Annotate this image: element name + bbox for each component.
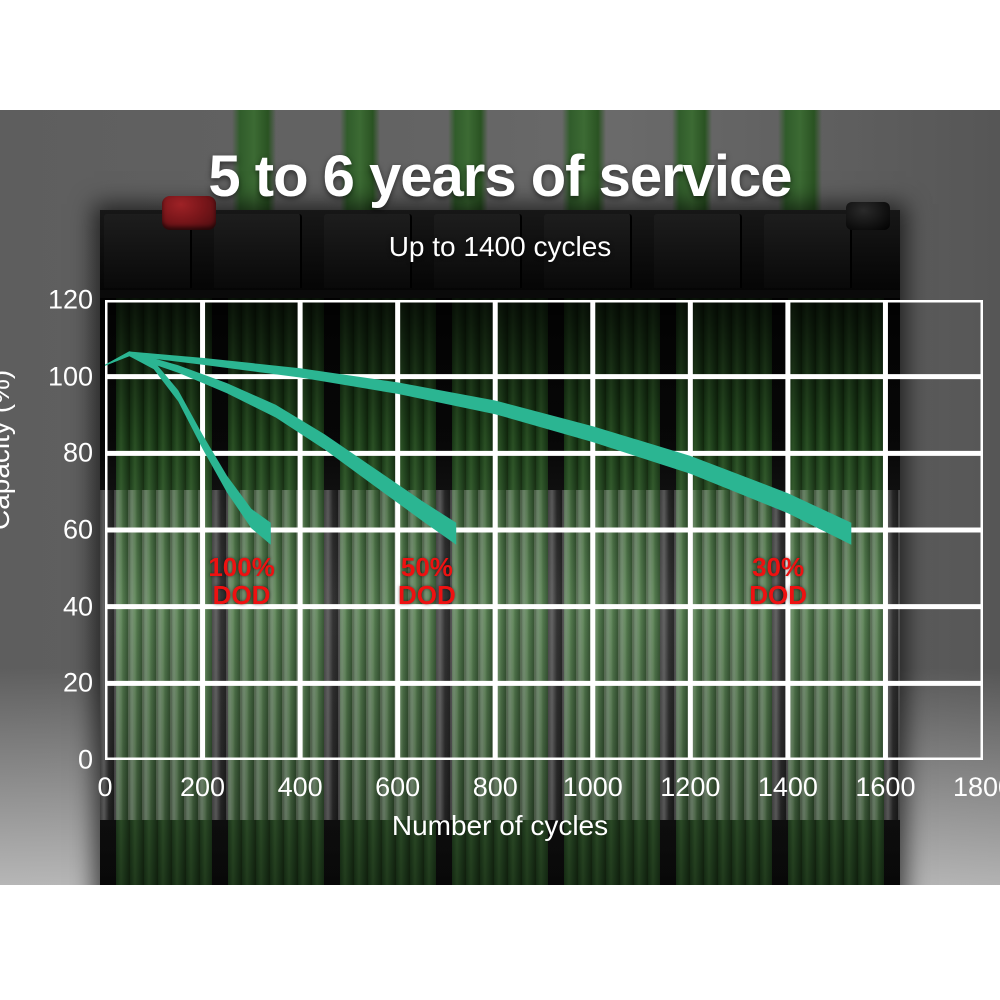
- chart-gridlines: [105, 300, 983, 760]
- y-axis-tick: 100: [47, 361, 93, 392]
- battery-lid-cell: [434, 214, 522, 288]
- y-axis-tick: 120: [47, 284, 93, 315]
- dod-annotation: 100% DOD: [208, 554, 275, 609]
- x-axis-tick: 1400: [757, 772, 818, 802]
- x-axis-tick: 0: [97, 772, 113, 802]
- y-axis-tick: 40: [62, 591, 93, 622]
- battery-negative-terminal: [846, 202, 890, 230]
- x-axis-tick: 1000: [562, 772, 623, 802]
- y-axis-tick: 0: [77, 744, 93, 775]
- capacity-curve: [105, 351, 271, 545]
- page-subtitle: Up to 1400 cycles: [388, 231, 612, 262]
- y-axis-tick: 80: [62, 437, 93, 468]
- dod-text: DOD: [398, 579, 456, 610]
- dod-percent: 30%: [752, 552, 805, 583]
- dod-annotation: 30% DOD: [749, 554, 807, 609]
- x-axis-tick: 1800: [952, 772, 1000, 802]
- battery-fin-texture: [100, 490, 900, 820]
- x-axis-label: Number of cycles: [391, 810, 609, 841]
- x-axis-tick: 400: [277, 772, 323, 802]
- capacity-curve: [105, 351, 457, 545]
- dod-text: DOD: [749, 579, 808, 610]
- x-axis-tick: 200: [180, 772, 226, 802]
- y-axis-label: Capacity (%): [0, 369, 15, 530]
- y-axis-tick: 20: [62, 667, 93, 698]
- x-axis-tick: 800: [472, 772, 518, 802]
- chart-curves: [105, 351, 852, 545]
- capacity-vs-cycles-chart: [105, 300, 983, 760]
- battery-positive-terminal: [162, 196, 216, 230]
- dod-percent: 100%: [208, 552, 275, 583]
- y-axis-tick: 60: [62, 514, 93, 545]
- dod-annotation: 50% DOD: [398, 554, 456, 609]
- dod-text: DOD: [212, 579, 271, 610]
- x-axis-tick: 1200: [660, 772, 721, 802]
- battery-photo-background: [0, 110, 1000, 885]
- battery-lid-cell: [324, 214, 412, 288]
- dod-percent: 50%: [400, 552, 453, 583]
- page-title: 5 to 6 years of service: [208, 144, 792, 209]
- battery-lid-cell: [544, 214, 632, 288]
- x-axis-tick: 1600: [855, 772, 916, 802]
- x-axis-tick: 600: [375, 772, 421, 802]
- battery-lid-cell: [214, 214, 302, 288]
- battery-lid-cell: [654, 214, 742, 288]
- battery-lid-cell: [764, 214, 852, 288]
